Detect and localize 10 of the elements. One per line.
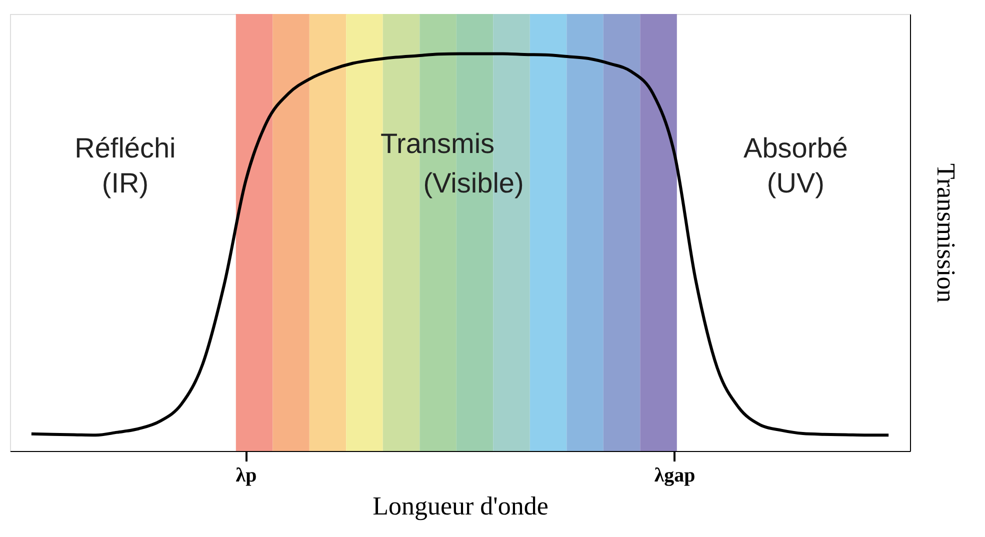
annotation: (IR) [102,167,149,198]
x-tick-label: λgap [654,464,696,486]
x-tick-label: λp [236,464,257,486]
annotation: Réfléchi [74,132,176,164]
annotation: (UV) [766,167,824,198]
y-axis-title: Transmission [932,163,960,303]
annotation: Absorbé [744,132,848,164]
x-axis-title: Longueur d'onde [372,492,548,520]
annotation: (Visible) [423,167,524,198]
annotation: Transmis [380,128,495,160]
